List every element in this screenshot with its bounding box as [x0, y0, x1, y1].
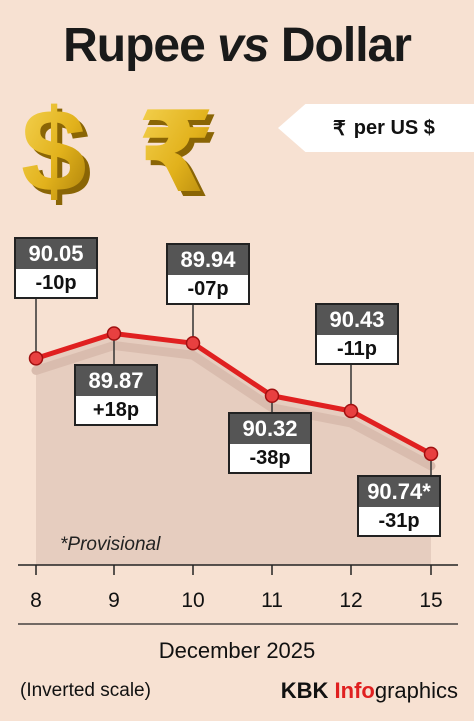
- series-line: [33, 331, 434, 457]
- data-point: [423, 446, 439, 462]
- data-change-label: -38p: [230, 444, 310, 472]
- data-change-label: -07p: [168, 275, 248, 303]
- unit-tag: ₹ per US $: [278, 104, 474, 152]
- x-tick-label: 15: [419, 589, 442, 612]
- data-value-label: 89.87: [76, 366, 156, 396]
- data-value-label: 90.74*: [359, 477, 439, 507]
- rupee-symbol: ₹: [333, 117, 346, 140]
- data-change-label: +18p: [76, 396, 156, 424]
- x-tick-label: 8: [30, 589, 42, 612]
- x-tick-label: 11: [261, 589, 283, 612]
- series-line-shadow: [31, 341, 436, 471]
- data-change-label: -31p: [359, 507, 439, 535]
- data-point: [343, 403, 359, 419]
- svg-text:₹: ₹: [142, 93, 220, 212]
- source-credit: KBK Infographics: [281, 678, 458, 704]
- rupee-sign-3d-icon: ₹ ₹: [137, 92, 220, 212]
- currency-symbols: $ $ ₹ ₹: [21, 92, 220, 212]
- dollar-sign-3d-icon: $ $: [21, 92, 92, 212]
- x-tick-label: 12: [339, 589, 362, 612]
- svg-text:$: $: [21, 92, 87, 212]
- credit-kbk: KBK: [280, 678, 335, 703]
- x-tick-label: 10: [181, 589, 204, 612]
- x-tick-label: 9: [108, 589, 120, 612]
- data-value-label: 90.43: [317, 305, 397, 335]
- title-dollar: Dollar: [280, 19, 412, 72]
- data-change-label: -11p: [317, 335, 397, 363]
- svg-text:$: $: [26, 92, 92, 212]
- title-vs: vs: [217, 19, 269, 72]
- credit-info: Info: [334, 678, 375, 703]
- data-label-box: 90.32 -38p: [228, 412, 312, 474]
- data-point: [28, 351, 44, 366]
- unit-text: per US $: [353, 116, 435, 139]
- data-label-box: 90.74* -31p: [357, 475, 441, 537]
- data-point: [106, 326, 122, 341]
- data-label-box: 89.87 +18p: [74, 364, 158, 426]
- data-value-label: 90.32: [230, 414, 310, 444]
- data-label-box: 90.05 -10p: [14, 237, 98, 299]
- chart-title: Rupee vs Dollar: [0, 18, 474, 73]
- data-point: [264, 388, 280, 404]
- x-axis-label: December 2025: [158, 638, 316, 663]
- data-point: [185, 335, 201, 351]
- data-label-box: 90.43 -11p: [315, 303, 399, 365]
- data-label-box: 89.94 -07p: [166, 243, 250, 305]
- inverted-scale-note: (Inverted scale): [20, 680, 151, 701]
- data-change-label: -10p: [16, 269, 96, 297]
- svg-text:₹: ₹: [137, 92, 215, 212]
- title-rupee: Rupee: [63, 19, 206, 72]
- provisional-note: *Provisional: [60, 534, 161, 555]
- data-value-label: 90.05: [16, 239, 96, 269]
- data-value-label: 89.94: [168, 245, 248, 275]
- credit-graphics: graphics: [374, 678, 458, 703]
